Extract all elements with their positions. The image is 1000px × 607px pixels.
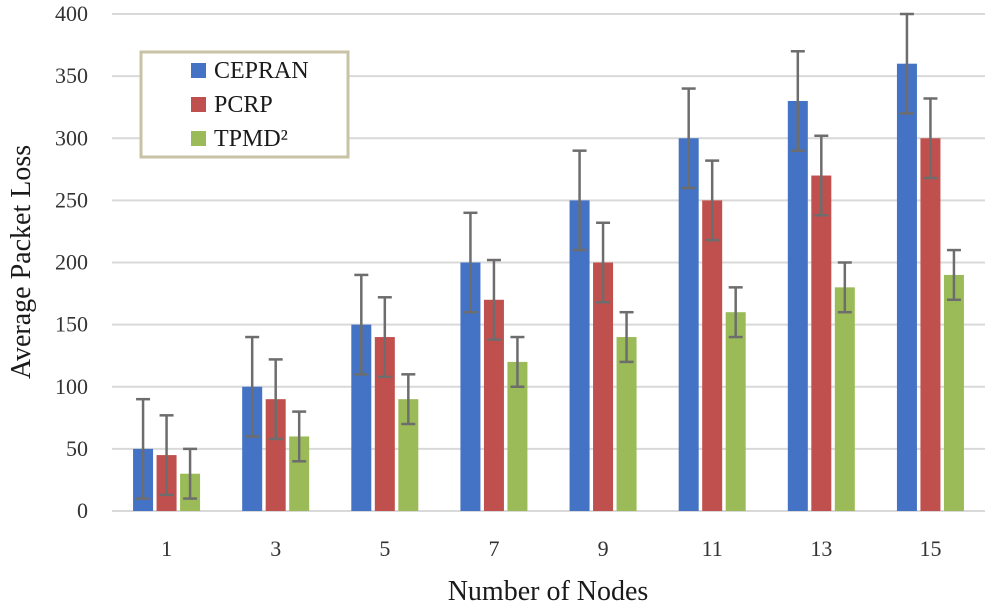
error-bars [136,12,961,500]
bar [569,200,590,511]
bar [834,287,855,511]
bar [265,399,286,511]
x-axis-title: Number of Nodes [448,576,649,607]
x-tick-label: 15 [919,536,941,561]
y-axis-title: Average Packet Loss [6,145,37,379]
bar [374,337,395,511]
x-tick-label: 1 [161,536,172,561]
y-tick-label: 250 [55,187,88,212]
bar [616,337,637,511]
x-tick-label: 11 [702,536,723,561]
y-tick-label: 50 [66,436,88,461]
legend: CEPRAN PCRP TPMD² [139,50,350,159]
bar [398,399,419,511]
x-tick-label: 5 [379,536,390,561]
y-tick-label: 300 [55,125,88,150]
bar [351,324,372,511]
bar [678,138,699,511]
bar [460,262,481,511]
bar [242,386,263,511]
x-tick-label: 7 [488,536,499,561]
legend-swatch [191,131,206,146]
y-tick-label: 150 [55,312,88,337]
bar [289,436,310,511]
bar [920,138,941,511]
bar [593,262,614,511]
bar [787,100,808,511]
legend-label: CEPRAN [214,58,309,84]
x-tick-label: 13 [810,536,832,561]
bar [811,175,832,511]
y-tick-label: 400 [55,1,88,26]
y-tick-label: 0 [77,498,88,523]
y-tick-label: 350 [55,63,88,88]
bar [896,63,917,511]
legend-box [139,50,350,159]
bar [507,361,528,511]
x-tick-label: 9 [598,536,609,561]
bar [725,312,746,511]
x-tick-label: 3 [270,536,281,561]
y-tick-label: 200 [55,250,88,275]
legend-label: PCRP [214,92,273,118]
legend-swatch [191,97,206,112]
bar [483,299,504,511]
y-tick-label: 100 [55,374,88,399]
legend-swatch [191,63,206,78]
bar [702,200,723,511]
legend-label: TPMD² [214,126,288,152]
bar [943,274,964,511]
